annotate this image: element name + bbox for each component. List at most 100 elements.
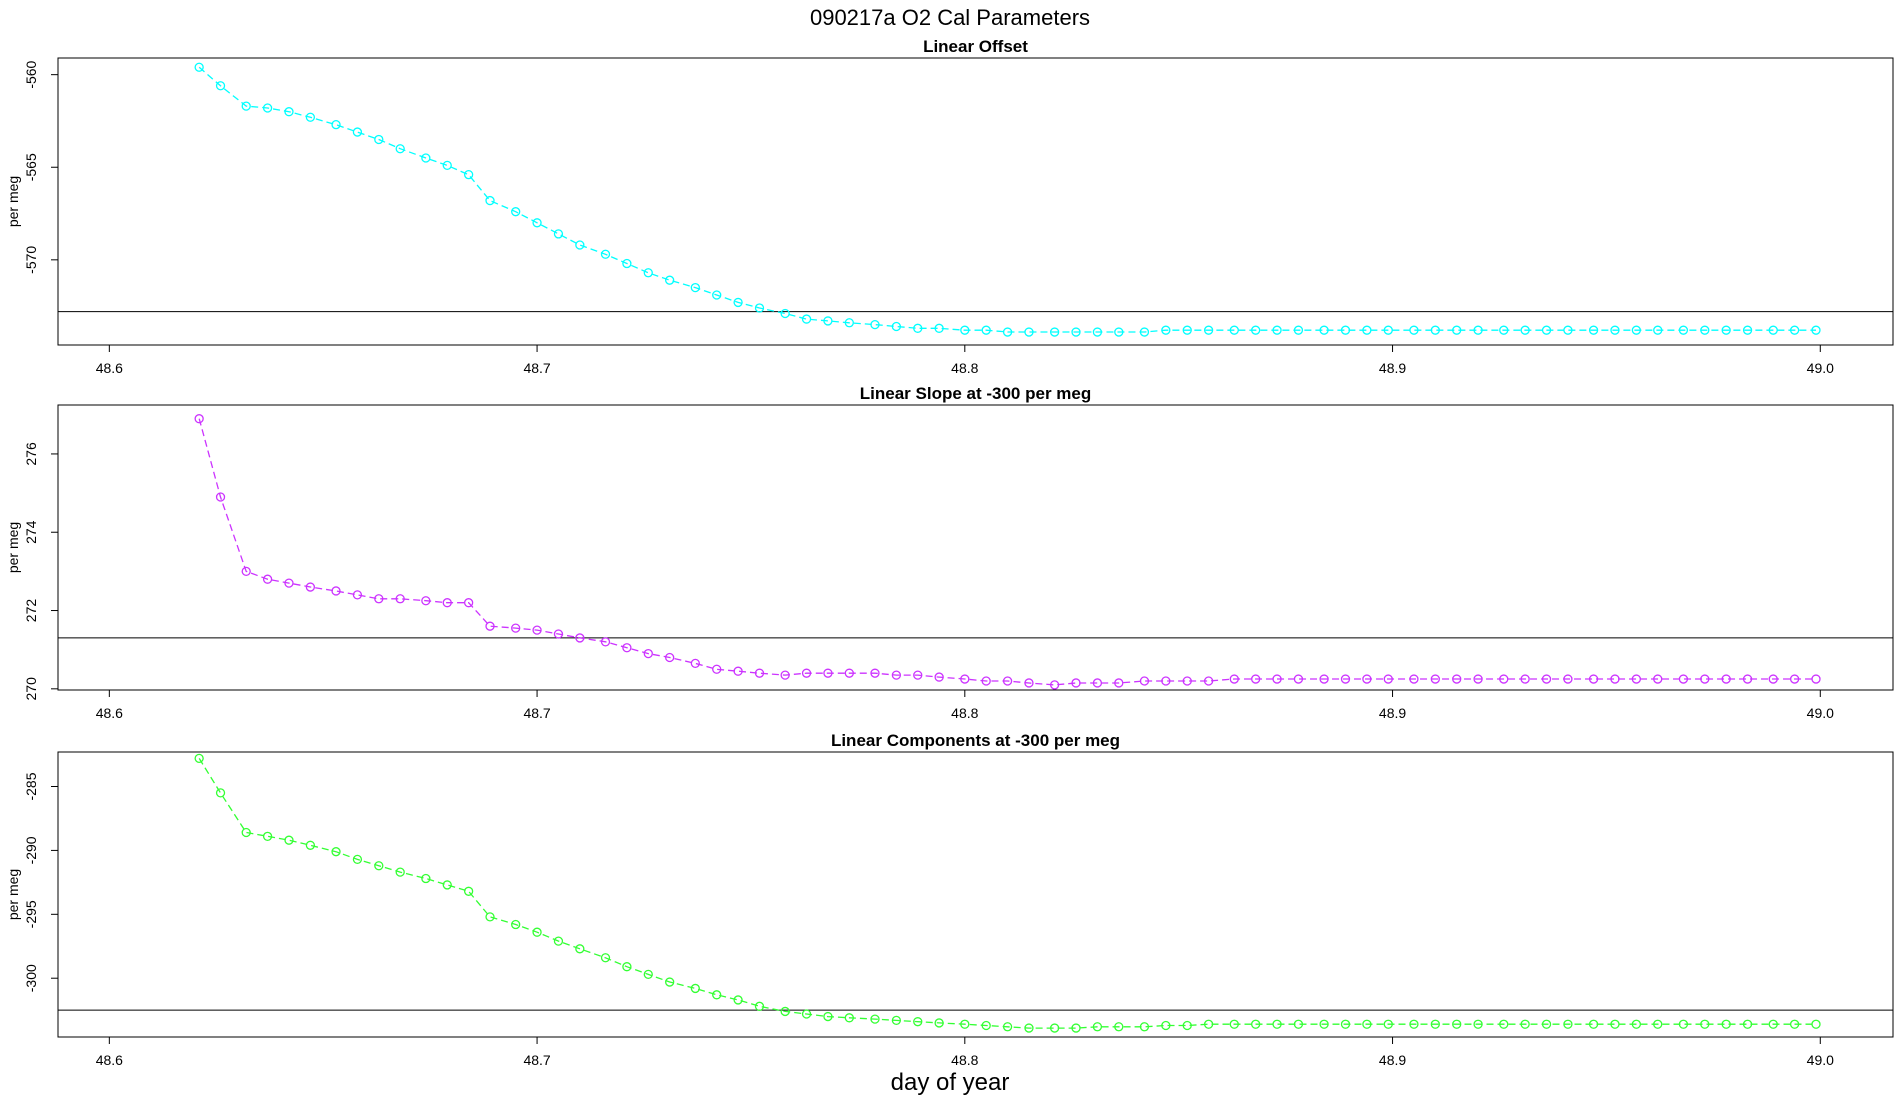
figure-title: 090217a O2 Cal Parameters: [810, 5, 1090, 30]
series-line: [198, 758, 1816, 1029]
data-point: [305, 582, 316, 592]
data-point: [1229, 325, 1239, 335]
y-tick-label: -570: [23, 246, 39, 274]
data-point: [913, 1017, 923, 1027]
data-point: [352, 590, 363, 600]
data-point: [1024, 678, 1034, 688]
data-point: [511, 623, 521, 633]
x-tick-label: 48.8: [951, 705, 978, 721]
panel-title: Linear Offset: [923, 37, 1028, 56]
y-tick-label: -560: [23, 60, 39, 88]
data-point: [575, 240, 585, 250]
data-point: [754, 303, 765, 313]
x-tick-label: 48.7: [523, 1052, 550, 1068]
data-point: [1049, 1023, 1060, 1033]
data-point: [284, 107, 294, 117]
data-point: [1742, 674, 1753, 684]
data-point: [1563, 1019, 1573, 1029]
data-point: [241, 101, 251, 111]
data-point: [600, 249, 611, 259]
data-point: [1114, 678, 1124, 688]
x-tick-label: 48.8: [951, 1052, 978, 1068]
data-point: [1114, 327, 1124, 337]
data-point: [1409, 674, 1419, 684]
data-point: [1114, 1022, 1124, 1032]
data-point: [1092, 327, 1103, 337]
data-point: [553, 229, 564, 239]
data-point: [981, 676, 991, 686]
data-point: [1024, 1023, 1034, 1033]
panel-title: Linear Slope at -300 per meg: [860, 384, 1091, 403]
data-point: [690, 983, 700, 994]
data-point: [331, 586, 341, 596]
data-point: [754, 1001, 765, 1011]
x-tick-label: 49.0: [1807, 360, 1834, 376]
data-point: [1631, 674, 1642, 684]
data-point: [1139, 676, 1150, 686]
data-point: [1430, 325, 1440, 335]
data-point: [1293, 1019, 1304, 1029]
data-point: [934, 1018, 944, 1028]
data-point: [1700, 325, 1710, 335]
data-point: [712, 290, 722, 300]
y-axis-label: per meg: [5, 522, 21, 573]
data-point: [1340, 325, 1351, 335]
data-point: [1678, 325, 1689, 335]
data-point: [801, 668, 812, 678]
data-point: [870, 668, 880, 678]
y-tick-label: -290: [23, 836, 39, 864]
data-point: [1473, 325, 1483, 335]
data-point: [1610, 325, 1620, 335]
y-tick-label: -300: [23, 964, 39, 992]
y-tick-label: 274: [23, 520, 39, 544]
data-point: [262, 831, 273, 841]
data-point: [1520, 325, 1530, 335]
data-point: [1071, 327, 1081, 337]
x-tick-label: 48.9: [1379, 1052, 1406, 1068]
y-tick-label: 272: [23, 599, 39, 623]
data-point: [1002, 676, 1013, 686]
data-point: [194, 414, 204, 424]
data-point: [1653, 1019, 1663, 1029]
data-point: [1272, 1019, 1282, 1029]
data-point: [1473, 1019, 1483, 1029]
data-point: [1362, 325, 1372, 335]
data-point: [870, 1014, 880, 1024]
data-point: [1383, 1019, 1393, 1029]
data-point: [643, 268, 653, 278]
data-point: [1610, 1019, 1620, 1029]
x-tick-label: 48.6: [96, 360, 123, 376]
data-point: [891, 321, 902, 332]
data-point: [844, 668, 854, 678]
data-point: [331, 847, 341, 857]
data-point: [1721, 1019, 1731, 1029]
data-point: [1430, 1019, 1440, 1029]
data-point: [960, 674, 970, 684]
data-point: [1811, 674, 1821, 684]
data-point: [511, 919, 521, 930]
data-point: [305, 840, 316, 850]
data-point: [1409, 325, 1419, 335]
data-point: [665, 977, 675, 987]
data-point: [690, 282, 700, 293]
data-point: [1610, 674, 1620, 684]
data-point: [665, 275, 675, 285]
data-point: [1678, 1019, 1689, 1029]
data-point: [1272, 325, 1282, 335]
data-point: [891, 1015, 902, 1026]
y-tick-label: 276: [23, 442, 39, 466]
x-tick-label: 49.0: [1807, 705, 1834, 721]
data-point: [1653, 325, 1663, 335]
data-point: [1768, 1019, 1778, 1029]
data-point: [1229, 674, 1239, 684]
data-point: [960, 1019, 970, 1029]
data-point: [733, 297, 743, 308]
data-point: [844, 318, 854, 328]
data-point: [600, 637, 611, 647]
data-point: [801, 1009, 812, 1019]
data-point: [1520, 674, 1530, 684]
data-point: [934, 672, 944, 682]
data-point: [1653, 674, 1663, 684]
data-point: [331, 120, 341, 130]
